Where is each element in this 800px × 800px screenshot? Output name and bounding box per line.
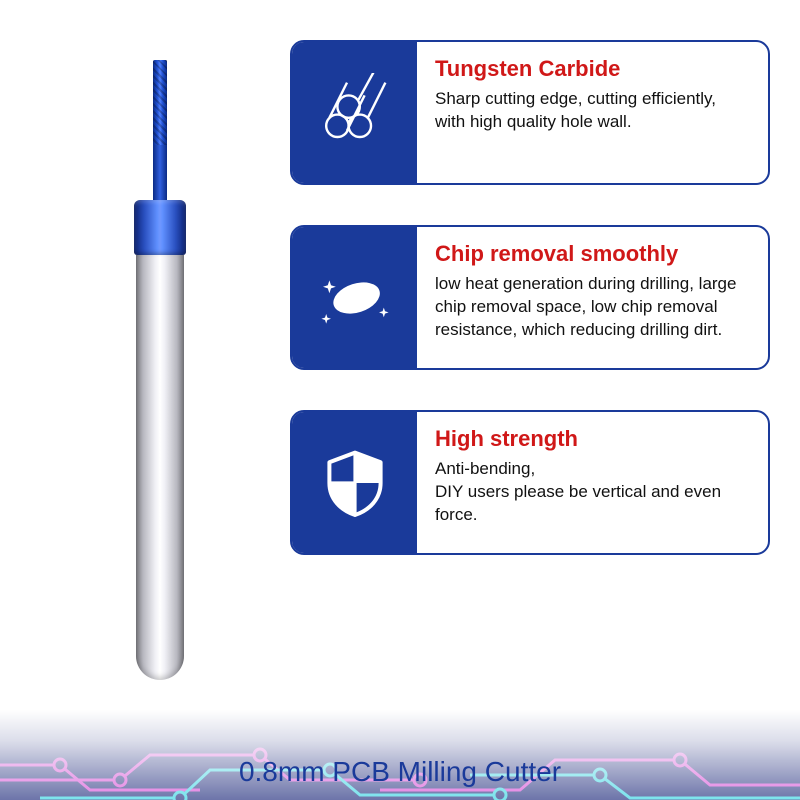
feature-title: High strength bbox=[435, 426, 750, 452]
feature-title: Chip removal smoothly bbox=[435, 241, 750, 267]
feature-description: Anti-bending, DIY users please be vertic… bbox=[435, 458, 750, 527]
feature-title: Tungsten Carbide bbox=[435, 56, 750, 82]
ellipse-sparkle-icon bbox=[292, 227, 417, 368]
feature-card-tungsten: Tungsten Carbide Sharp cutting edge, cut… bbox=[290, 40, 770, 185]
feature-card-strength: High strength Anti-bending, DIY users pl… bbox=[290, 410, 770, 555]
shield-icon bbox=[292, 412, 417, 553]
tubes-icon bbox=[292, 42, 417, 183]
product-image bbox=[30, 30, 290, 710]
feature-description: low heat generation during drilling, lar… bbox=[435, 273, 750, 342]
product-title: 0.8mm PCB Milling Cutter bbox=[0, 756, 800, 788]
feature-list: Tungsten Carbide Sharp cutting edge, cut… bbox=[290, 30, 770, 710]
feature-description: Sharp cutting edge, cutting efficiently,… bbox=[435, 88, 750, 134]
feature-card-chip-removal: Chip removal smoothly low heat generatio… bbox=[290, 225, 770, 370]
footer: 0.8mm PCB Milling Cutter bbox=[0, 710, 800, 800]
milling-cutter-illustration bbox=[134, 60, 186, 680]
